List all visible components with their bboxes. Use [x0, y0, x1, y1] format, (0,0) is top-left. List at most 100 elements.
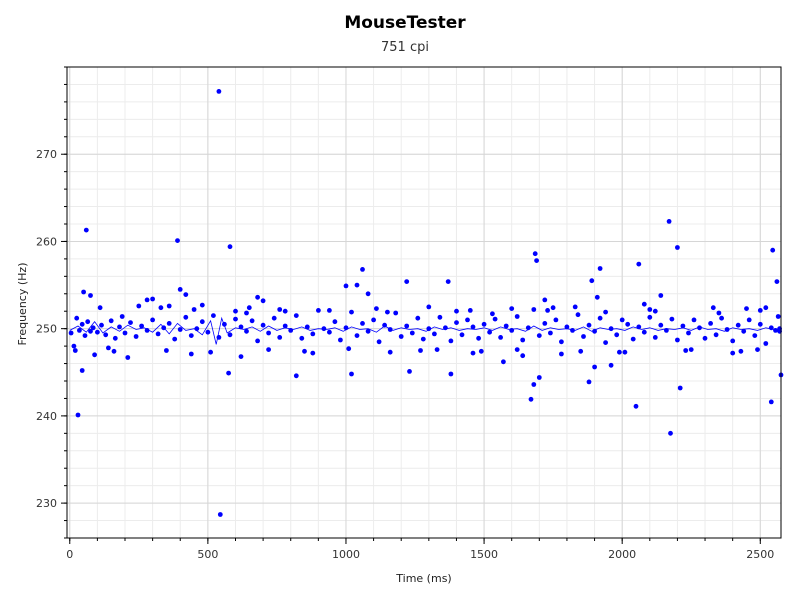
x-tick-label: 1000	[332, 548, 360, 561]
data-point	[393, 310, 399, 316]
data-point	[282, 308, 288, 314]
data-point	[227, 332, 233, 338]
data-point	[589, 278, 595, 284]
data-point	[385, 309, 390, 315]
data-point	[426, 304, 432, 310]
data-point	[710, 305, 716, 311]
data-point	[702, 335, 708, 341]
x-tick-label: 2500	[746, 548, 774, 561]
data-point	[597, 266, 603, 271]
data-point	[636, 324, 642, 330]
data-point	[738, 348, 744, 354]
data-point	[128, 320, 133, 325]
data-point	[578, 348, 584, 354]
data-point	[677, 385, 683, 391]
data-point	[81, 289, 86, 295]
data-point	[72, 348, 78, 353]
data-point	[404, 323, 410, 329]
data-point	[122, 330, 128, 336]
y-tick-label: 270	[36, 148, 57, 161]
data-point	[376, 339, 382, 345]
data-point	[572, 304, 578, 310]
data-point	[332, 319, 338, 325]
data-point	[217, 512, 223, 517]
x-tick-label: 0	[66, 548, 73, 561]
data-point	[716, 310, 722, 316]
data-point	[238, 324, 244, 330]
data-point	[183, 314, 189, 320]
data-point	[299, 335, 305, 341]
data-point	[398, 334, 404, 339]
data-point	[770, 247, 776, 253]
data-point	[349, 309, 354, 315]
data-point	[666, 219, 672, 224]
data-point	[420, 336, 426, 342]
data-point	[161, 325, 167, 331]
data-point	[532, 251, 538, 257]
y-axis-label: Frequency (Hz)	[16, 263, 29, 346]
data-point	[688, 347, 694, 352]
data-point	[757, 321, 763, 327]
data-point	[437, 314, 443, 320]
data-point	[664, 328, 669, 333]
data-point	[525, 325, 531, 331]
data-point	[119, 314, 125, 319]
data-point	[144, 297, 150, 303]
data-point	[509, 306, 515, 311]
data-point	[630, 336, 636, 342]
data-point	[498, 335, 503, 340]
data-point	[327, 329, 332, 335]
data-point	[633, 403, 639, 409]
data-point	[244, 310, 249, 316]
data-point	[641, 301, 647, 307]
data-point	[768, 325, 774, 331]
data-point	[487, 329, 492, 335]
data-point	[744, 306, 749, 311]
y-tick-label: 230	[36, 497, 57, 510]
data-point	[68, 330, 74, 336]
data-point	[216, 89, 222, 94]
data-point	[133, 334, 139, 339]
data-point	[586, 322, 592, 328]
data-point	[622, 349, 628, 355]
data-point	[71, 343, 77, 349]
data-point	[349, 371, 354, 377]
data-point	[155, 331, 161, 337]
data-point	[177, 327, 183, 332]
data-point	[724, 327, 730, 332]
data-point	[327, 308, 332, 313]
data-point	[608, 326, 614, 332]
data-point	[683, 348, 689, 353]
data-point	[467, 308, 473, 313]
data-point	[166, 303, 172, 309]
data-point	[188, 333, 194, 338]
data-point	[542, 321, 548, 326]
data-point	[536, 333, 542, 338]
data-point	[503, 323, 509, 329]
data-point	[360, 267, 365, 272]
data-point	[226, 370, 232, 376]
plot-frame	[66, 66, 782, 539]
data-point	[302, 348, 307, 354]
data-point	[614, 332, 620, 338]
data-point	[150, 296, 156, 302]
data-point	[211, 313, 216, 318]
data-point	[249, 318, 255, 324]
data-point	[117, 324, 122, 330]
data-point	[686, 330, 691, 336]
data-point	[354, 333, 360, 338]
data-point	[139, 323, 145, 329]
data-point	[636, 261, 642, 267]
data-point	[136, 303, 142, 309]
data-point	[641, 329, 647, 335]
data-point	[83, 227, 89, 233]
data-point	[158, 305, 164, 311]
data-point	[478, 348, 484, 354]
data-point	[387, 349, 393, 355]
data-point	[768, 399, 774, 405]
data-point	[752, 333, 758, 338]
data-point	[448, 338, 454, 344]
data-point	[208, 349, 214, 355]
data-point	[774, 279, 780, 284]
data-point	[454, 320, 459, 325]
